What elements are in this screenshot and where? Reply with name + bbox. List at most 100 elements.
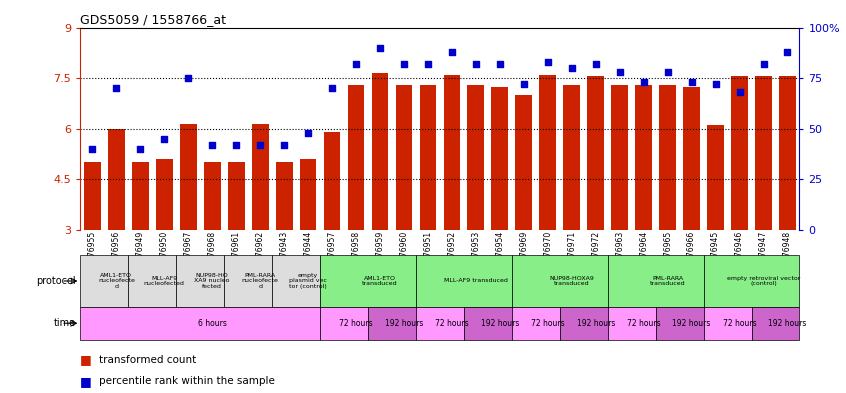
Bar (540, 75, 556, 230)
Bar (707, 125, 724, 230)
Point (565, 65, 579, 71)
Bar (129, 255, 176, 307)
Text: GSM1376962: GSM1376962 (255, 230, 265, 281)
Point (709, 81, 722, 87)
Point (421, 61, 435, 67)
Text: GSM1376964: GSM1376964 (640, 230, 648, 282)
Text: transformed count: transformed count (99, 354, 196, 365)
Bar (420, 85, 437, 230)
Bar (204, 162, 221, 230)
Point (469, 61, 482, 67)
Point (181, 75, 195, 81)
Point (206, 142, 219, 148)
Text: NUP98-HO
XA9 nucleo
fected: NUP98-HO XA9 nucleo fected (195, 273, 230, 289)
Text: GSM1376948: GSM1376948 (783, 230, 792, 281)
Text: GSM1376945: GSM1376945 (711, 230, 720, 282)
Bar (224, 255, 272, 307)
Point (85, 146, 99, 152)
Bar (396, 85, 412, 230)
Point (397, 61, 410, 67)
Point (325, 85, 338, 91)
Bar (108, 129, 124, 230)
Bar (492, 86, 508, 230)
Text: PML-RARA
nucleofecte
d: PML-RARA nucleofecte d (242, 273, 278, 289)
Bar (252, 124, 268, 230)
Point (253, 142, 266, 148)
Bar (731, 76, 748, 230)
Bar (228, 162, 244, 230)
Point (756, 61, 770, 67)
Bar (371, 73, 388, 230)
Bar (464, 307, 512, 340)
Bar (320, 255, 416, 307)
Bar (563, 85, 580, 230)
Bar (612, 85, 628, 230)
Text: AML1-ETO
nucleofecte
d: AML1-ETO nucleofecte d (98, 273, 135, 289)
Text: 72 hours: 72 hours (531, 319, 564, 328)
Bar (416, 307, 464, 340)
Text: GSM1376957: GSM1376957 (327, 230, 337, 282)
Text: GSM1376947: GSM1376947 (759, 230, 768, 282)
Text: GSM1376966: GSM1376966 (687, 230, 696, 282)
Bar (324, 132, 340, 230)
Bar (755, 76, 772, 230)
Point (373, 44, 387, 51)
Bar (416, 255, 512, 307)
Bar (443, 75, 460, 230)
Text: GSM1376965: GSM1376965 (663, 230, 672, 282)
Text: 72 hours: 72 hours (339, 319, 373, 328)
Point (445, 49, 459, 55)
Text: GSM1376969: GSM1376969 (519, 230, 528, 282)
Text: GSM1376963: GSM1376963 (615, 230, 624, 282)
Text: GDS5059 / 1558766_at: GDS5059 / 1558766_at (80, 13, 227, 26)
Bar (468, 85, 484, 230)
Text: GSM1376954: GSM1376954 (496, 230, 504, 282)
Bar (348, 85, 365, 230)
Point (301, 130, 315, 136)
Text: 72 hours: 72 hours (435, 319, 469, 328)
Point (661, 69, 674, 75)
Text: GSM1376953: GSM1376953 (471, 230, 481, 282)
Text: GSM1376943: GSM1376943 (280, 230, 288, 282)
Text: empty retroviral vector
(control): empty retroviral vector (control) (727, 275, 800, 286)
Text: GSM1376951: GSM1376951 (424, 230, 432, 281)
Text: GSM1376955: GSM1376955 (88, 230, 96, 282)
Text: 192 hours: 192 hours (576, 319, 615, 328)
Bar (515, 95, 532, 230)
Text: MLL-AF9
nucleofected: MLL-AF9 nucleofected (144, 275, 184, 286)
Text: MLL-AF9 transduced: MLL-AF9 transduced (444, 279, 508, 283)
Bar (704, 307, 751, 340)
Bar (180, 124, 196, 230)
Bar (368, 307, 416, 340)
Point (733, 89, 746, 95)
Text: NUP98-HOXA9
transduced: NUP98-HOXA9 transduced (549, 275, 594, 286)
Bar (80, 307, 320, 340)
Text: GSM1376970: GSM1376970 (543, 230, 552, 282)
Point (637, 79, 651, 85)
Bar (607, 307, 656, 340)
Text: 192 hours: 192 hours (673, 319, 711, 328)
Text: empty
plasmid vec
tor (control): empty plasmid vec tor (control) (289, 273, 327, 289)
Text: GSM1376967: GSM1376967 (184, 230, 193, 282)
Text: GSM1376946: GSM1376946 (735, 230, 744, 282)
Bar (320, 307, 368, 340)
Bar (84, 162, 101, 230)
Bar (176, 255, 224, 307)
Text: 6 hours: 6 hours (198, 319, 227, 328)
Point (589, 61, 602, 67)
Bar (276, 162, 293, 230)
Text: GSM1376956: GSM1376956 (112, 230, 121, 282)
Text: GSM1376961: GSM1376961 (232, 230, 240, 281)
Text: percentile rank within the sample: percentile rank within the sample (99, 376, 275, 386)
Point (109, 85, 124, 91)
Text: 192 hours: 192 hours (481, 319, 519, 328)
Text: ■: ■ (80, 375, 92, 388)
Text: GSM1376960: GSM1376960 (399, 230, 409, 282)
Bar (684, 86, 700, 230)
Text: 72 hours: 72 hours (627, 319, 661, 328)
Text: GSM1376944: GSM1376944 (304, 230, 312, 282)
Text: GSM1376959: GSM1376959 (376, 230, 384, 282)
Bar (272, 255, 320, 307)
Bar (779, 76, 796, 230)
Bar (156, 159, 173, 230)
